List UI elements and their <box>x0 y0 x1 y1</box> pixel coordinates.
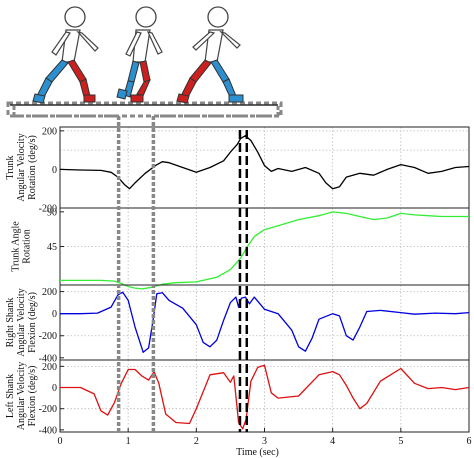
y-tick-label: 90 <box>47 207 57 218</box>
panel-left-shank: -400 -200 0 200 Left Shank Angular Velocity Fl… <box>5 359 470 436</box>
panel-right-shank: -400 -200 0 200 Right Shank Angular Velocity F… <box>5 284 470 364</box>
y-axis-label: Angular Velocity <box>16 288 27 356</box>
y-tick-label: 0 <box>52 383 57 394</box>
panel-frame <box>59 126 470 209</box>
x-tick-label: 6 <box>467 436 472 447</box>
y-tick-label: -200 <box>39 204 57 215</box>
y-axis-label: Flexion (deg/s) <box>27 366 38 427</box>
x-axis: 0 1 2 3 4 5 6 Time (sec) <box>58 428 472 458</box>
y-tick-label: -400 <box>39 425 57 436</box>
x-tick-label: 0 <box>58 436 63 447</box>
series-line-trunk-vel <box>59 135 470 190</box>
y-tick-label: 0 <box>52 309 57 320</box>
y-axis-label: Right Shank <box>5 298 16 348</box>
series-line-right-shank <box>60 291 470 353</box>
y-axis-label: Rotation (deg/s) <box>27 135 38 200</box>
series-line-trunk-angle <box>60 211 469 290</box>
y-tick-label: -400 <box>39 353 57 364</box>
panel-trunk-vel: -200 0 200 Trunk Angular Velocity Rotation (d… <box>5 126 470 215</box>
y-tick-label: -200 <box>39 404 57 415</box>
x-tick-label: 2 <box>194 436 199 447</box>
x-tick-label: 4 <box>330 436 335 447</box>
event-markers <box>116 116 249 432</box>
y-tick-label: 200 <box>42 126 57 137</box>
x-tick-label: 1 <box>126 436 131 447</box>
y-axis-label: Rotation <box>22 229 33 263</box>
stick-figure-illustration <box>6 6 283 118</box>
y-axis-label: Angular Velocity <box>16 362 27 430</box>
walker-double-support <box>116 6 163 103</box>
walker-left-swing <box>32 6 99 104</box>
y-axis-label: Angular Velocity <box>16 133 27 201</box>
floor-highlight <box>6 101 283 118</box>
y-axis-label: Trunk <box>5 155 16 179</box>
x-tick-label: 3 <box>262 436 267 447</box>
y-tick-label: 45 <box>47 242 57 253</box>
series-line-left-shank <box>60 364 470 430</box>
y-axis-label: Flexion (deg/s) <box>27 292 38 353</box>
y-tick-label: 200 <box>42 287 57 298</box>
y-axis-label: Trunk Angle <box>11 221 22 272</box>
y-tick-label: 200 <box>42 362 57 373</box>
x-tick-label: 5 <box>398 436 403 447</box>
y-axis-label: Left Shank <box>5 374 16 418</box>
walker-right-swing <box>176 6 244 104</box>
y-tick-label: 0 <box>52 165 57 176</box>
x-axis-label: Time (sec) <box>236 447 279 458</box>
y-tick-label: -200 <box>39 331 57 342</box>
